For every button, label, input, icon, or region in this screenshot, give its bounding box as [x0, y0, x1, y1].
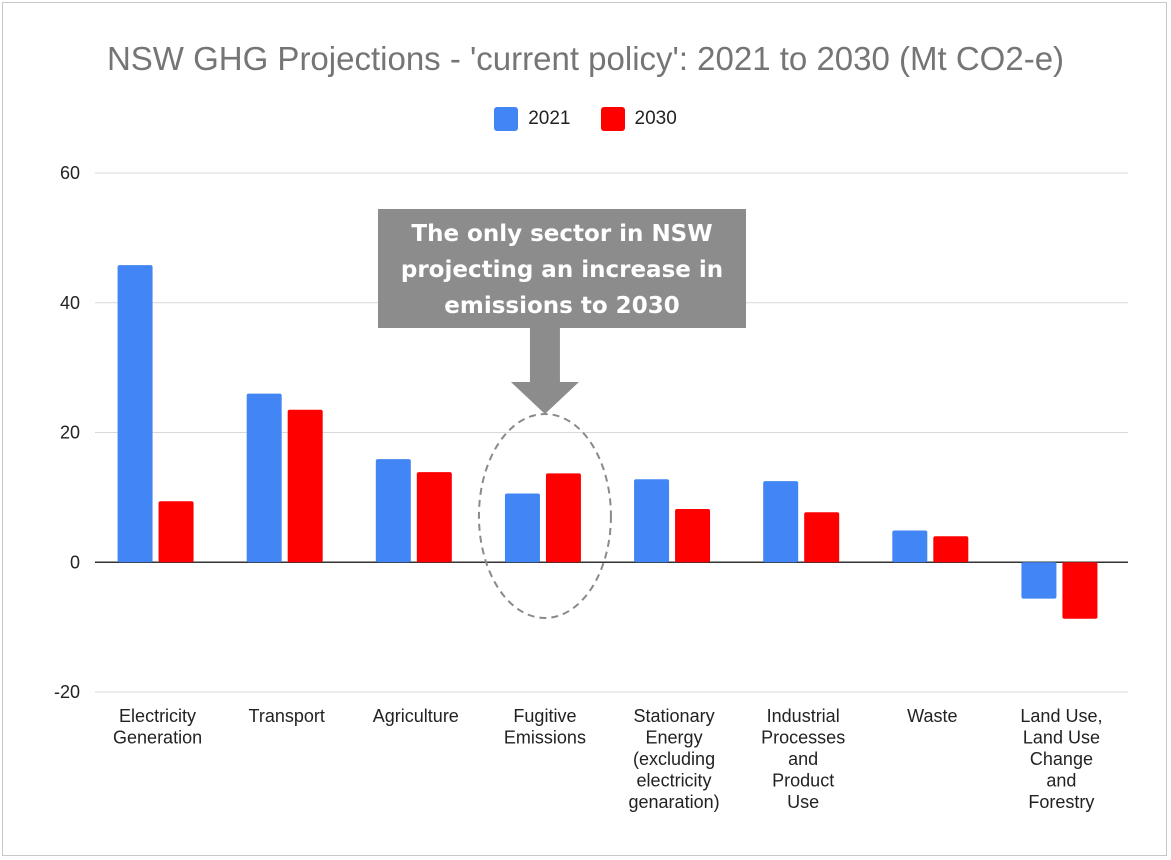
y-tick-label: 0 [70, 552, 80, 572]
bar-2030-1 [287, 409, 323, 563]
annotation-line-3: emissions to 2030 [444, 293, 680, 319]
bar-2021-7 [1021, 562, 1057, 599]
legend-item-2030: 2030 [600, 107, 677, 131]
annotation-line-1: The only sector in NSW [411, 221, 713, 247]
legend-label-2021: 2021 [528, 108, 571, 129]
x-tick-label: Stationary Energy (excluding electricity gen… [629, 706, 720, 812]
x-tick-label: Industrial Processes and Product Use [761, 706, 845, 812]
highlight-ellipse [477, 413, 612, 619]
arrow-head [510, 382, 579, 414]
bar-2021-1 [246, 393, 282, 563]
bar-2030-7 [1062, 562, 1098, 619]
legend-swatch-2030 [600, 107, 625, 131]
bar-2021-6 [892, 530, 928, 563]
annotation-callout: The only sector in NSW projecting an inc… [378, 209, 746, 328]
bar-2030-3 [545, 473, 581, 563]
legend-label-2030: 2030 [634, 108, 677, 129]
bar-2021-5 [763, 481, 799, 563]
bar-2030-0 [158, 501, 194, 563]
bar-2021-4 [634, 479, 670, 563]
bar-2030-6 [933, 536, 969, 563]
x-tick-label: Transport [249, 706, 325, 726]
x-tick-label: Waste [907, 706, 957, 726]
legend-swatch-2021 [494, 107, 519, 131]
x-tick-label: Land Use, Land Use Change and Forestry [1020, 706, 1102, 812]
y-tick-label: 40 [60, 293, 80, 313]
bar-2021-0 [117, 265, 153, 563]
y-tick-label: 60 [60, 163, 80, 183]
legend-item-2021: 2021 [494, 107, 571, 131]
bar-2030-2 [416, 472, 452, 563]
bar-2021-3 [504, 493, 540, 563]
x-tick-label: Electricity Generation [113, 706, 202, 748]
chart-title: NSW GHG Projections - 'current policy': … [106, 40, 1065, 77]
legend: 2021 2030 [0, 107, 1171, 131]
arrow-shaft [529, 328, 560, 382]
y-tick-label: -20 [54, 682, 80, 702]
y-tick-label: 20 [60, 423, 80, 443]
bar-2030-5 [804, 512, 840, 563]
bar-2030-4 [675, 509, 711, 563]
x-tick-label: Agriculture [373, 706, 459, 726]
x-tick-label: Fugitive Emissions [504, 706, 586, 748]
annotation-line-2: projecting an increase in [400, 257, 724, 283]
bar-2021-2 [375, 459, 411, 563]
